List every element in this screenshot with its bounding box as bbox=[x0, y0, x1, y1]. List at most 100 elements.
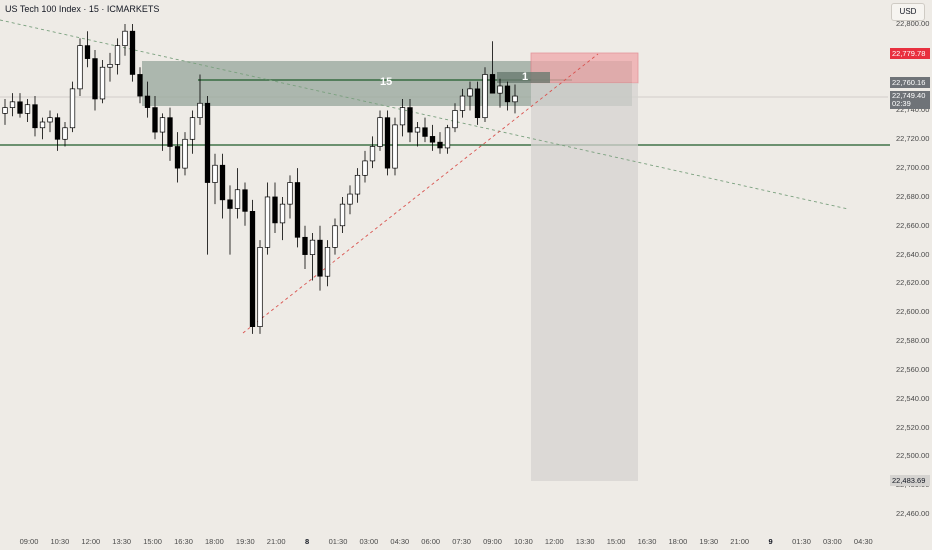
time-tick-label: 10:30 bbox=[514, 537, 533, 546]
price-tick-label: 22,580.00 bbox=[896, 336, 930, 346]
candle-body bbox=[392, 124, 398, 169]
candle-body bbox=[99, 66, 106, 100]
time-tick-label: 18:00 bbox=[205, 537, 224, 546]
candle-body bbox=[204, 102, 211, 183]
candles-group bbox=[2, 24, 518, 334]
candle-body bbox=[452, 110, 458, 129]
candle-body bbox=[159, 117, 166, 133]
candle-body bbox=[339, 203, 346, 227]
position-entry-bar bbox=[497, 72, 550, 83]
price-tick-label: 22,500.00 bbox=[896, 451, 930, 461]
time-tick-label: 15:00 bbox=[606, 537, 626, 546]
candle-body bbox=[62, 127, 68, 140]
candle-body bbox=[384, 117, 391, 169]
candle-body bbox=[9, 101, 16, 108]
candle-body bbox=[324, 247, 331, 277]
candle-body bbox=[122, 30, 128, 46]
short-position-target-zone bbox=[531, 83, 638, 481]
time-tick-label: 13:30 bbox=[112, 537, 132, 546]
candle-body bbox=[467, 88, 473, 97]
candle-body bbox=[174, 146, 181, 169]
price-tick-label: 22,540.00 bbox=[896, 393, 930, 403]
time-tick-label: 15:00 bbox=[143, 537, 162, 546]
candle-body bbox=[227, 199, 233, 209]
candle-body bbox=[489, 74, 496, 94]
currency-button[interactable]: USD bbox=[891, 3, 925, 21]
candle-body bbox=[437, 141, 443, 149]
price-tick-label: 22,740.00 bbox=[896, 105, 930, 115]
price-tick-label: 22,680.00 bbox=[896, 191, 930, 201]
candle-body bbox=[429, 136, 436, 143]
candle-body bbox=[407, 107, 413, 133]
candle-body bbox=[459, 95, 466, 111]
time-tick-label: 19:30 bbox=[699, 537, 719, 546]
candle-body bbox=[17, 101, 23, 114]
candle-body bbox=[234, 189, 241, 209]
time-tick-label: 21:00 bbox=[730, 537, 750, 546]
time-tick-label: 16:30 bbox=[174, 537, 193, 546]
time-tick-label: 18:00 bbox=[668, 537, 688, 546]
candle-body bbox=[264, 196, 271, 248]
time-tick-label: 13:30 bbox=[575, 537, 595, 546]
time-tick-label: 12:00 bbox=[81, 537, 101, 546]
time-tick-label: 01:30 bbox=[792, 537, 811, 546]
time-tick-label: 04:30 bbox=[853, 537, 873, 546]
candle-body bbox=[279, 203, 286, 224]
price-tick-label: 22,520.00 bbox=[896, 422, 930, 432]
candle-body bbox=[47, 117, 53, 123]
candle-body bbox=[24, 104, 31, 114]
candle-body bbox=[474, 88, 481, 119]
time-tick-label: 09:00 bbox=[19, 537, 39, 546]
candle-body bbox=[39, 121, 46, 129]
countdown-timer: 02:39 bbox=[892, 98, 911, 108]
candle-body bbox=[242, 189, 248, 212]
candle-body bbox=[512, 95, 518, 103]
price-tick-label: 22,800.00 bbox=[896, 19, 930, 28]
time-tick-label: 16:30 bbox=[637, 537, 657, 546]
chart-title: US Tech 100 Index · 15 · ICMARKETS bbox=[5, 4, 160, 14]
time-tick-label: 10:30 bbox=[50, 537, 70, 546]
candle-body bbox=[54, 117, 61, 140]
candle-body bbox=[32, 104, 38, 129]
candle-body bbox=[77, 45, 83, 90]
time-tick-label: 03:00 bbox=[823, 537, 842, 546]
price-tick-label: 22,660.00 bbox=[896, 220, 930, 230]
candle-body bbox=[92, 58, 98, 100]
candle-body bbox=[347, 193, 353, 205]
candle-body bbox=[354, 174, 361, 195]
price-tick-label: 22,560.00 bbox=[896, 364, 930, 374]
time-tick-label: 04:30 bbox=[390, 537, 410, 546]
current-price-tag: 22,749.40 02:39 bbox=[890, 91, 930, 109]
candle-body bbox=[189, 117, 196, 140]
candle-body bbox=[182, 138, 188, 169]
candle-body bbox=[84, 45, 91, 59]
time-tick-label: 19:30 bbox=[235, 537, 255, 546]
candle-body bbox=[444, 127, 451, 149]
price-tick-label: 22,720.00 bbox=[896, 134, 930, 144]
time-tick-label: 09:00 bbox=[483, 537, 502, 546]
time-tick-label: 06:00 bbox=[421, 537, 441, 546]
level-price-tag: 22,760.16 bbox=[890, 77, 930, 88]
candle-body bbox=[317, 239, 323, 277]
candle-body bbox=[399, 107, 406, 126]
time-tick-label: 8 bbox=[305, 537, 310, 546]
candle-body bbox=[257, 247, 263, 327]
candle-body bbox=[377, 117, 383, 147]
candle-body bbox=[114, 45, 121, 65]
candle-body bbox=[129, 30, 136, 75]
candle-body bbox=[497, 85, 503, 94]
candle-body bbox=[137, 74, 143, 97]
time-tick-label: 03:00 bbox=[359, 537, 379, 546]
target-price-tag: 22,483.69 bbox=[890, 475, 930, 486]
price-tick-label: 22,640.00 bbox=[896, 249, 930, 259]
time-tick-label: 9 bbox=[768, 537, 773, 546]
candle-body bbox=[212, 164, 218, 183]
price-tick-label: 22,620.00 bbox=[896, 278, 930, 288]
candle-body bbox=[422, 127, 428, 137]
candle-body bbox=[2, 107, 8, 114]
candle-body bbox=[287, 182, 293, 205]
candle-body bbox=[107, 64, 113, 68]
price-tick-label: 22,700.00 bbox=[896, 163, 930, 173]
position-label: 1 bbox=[522, 71, 529, 83]
